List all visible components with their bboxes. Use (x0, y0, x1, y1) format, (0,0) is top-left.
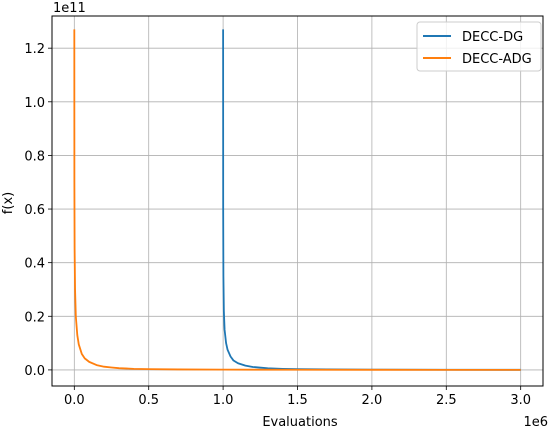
y-tick-label: 0.4 (24, 257, 45, 272)
y-axis-ticks: 0.0 0.2 0.4 0.6 0.8 1.0 1.2 (24, 42, 52, 379)
legend-label-decc-adg: DECC-ADG (462, 52, 532, 67)
x-axis-ticks: 0.0 0.5 1.0 1.5 2.0 2.5 3.0 (64, 386, 531, 408)
x-tick-label: 2.5 (436, 393, 457, 408)
x-tick-label: 2.0 (362, 393, 383, 408)
x-tick-label: 1.5 (287, 393, 308, 408)
x-offset-label: 1e6 (523, 415, 548, 430)
y-axis-label: f(x) (1, 192, 16, 214)
y-tick-label: 0.0 (24, 364, 45, 379)
series-layer (73, 29, 521, 371)
y-tick-label: 0.6 (24, 203, 45, 218)
legend-label-decc-dg: DECC-DG (462, 30, 523, 45)
x-tick-label: 0.0 (64, 393, 85, 408)
y-tick-label: 0.8 (24, 149, 45, 164)
x-tick-label: 0.5 (138, 393, 159, 408)
y-tick-label: 1.0 (24, 96, 45, 111)
x-tick-label: 3.0 (510, 393, 531, 408)
x-tick-label: 1.0 (213, 393, 234, 408)
y-offset-label: 1e11 (53, 1, 86, 16)
y-tick-label: 1.2 (24, 42, 45, 57)
series-line-decc-adg (73, 29, 521, 371)
y-tick-label: 0.2 (24, 310, 45, 325)
x-axis-label: Evaluations (262, 415, 338, 430)
legend: DECC-DG DECC-ADG (416, 21, 542, 72)
